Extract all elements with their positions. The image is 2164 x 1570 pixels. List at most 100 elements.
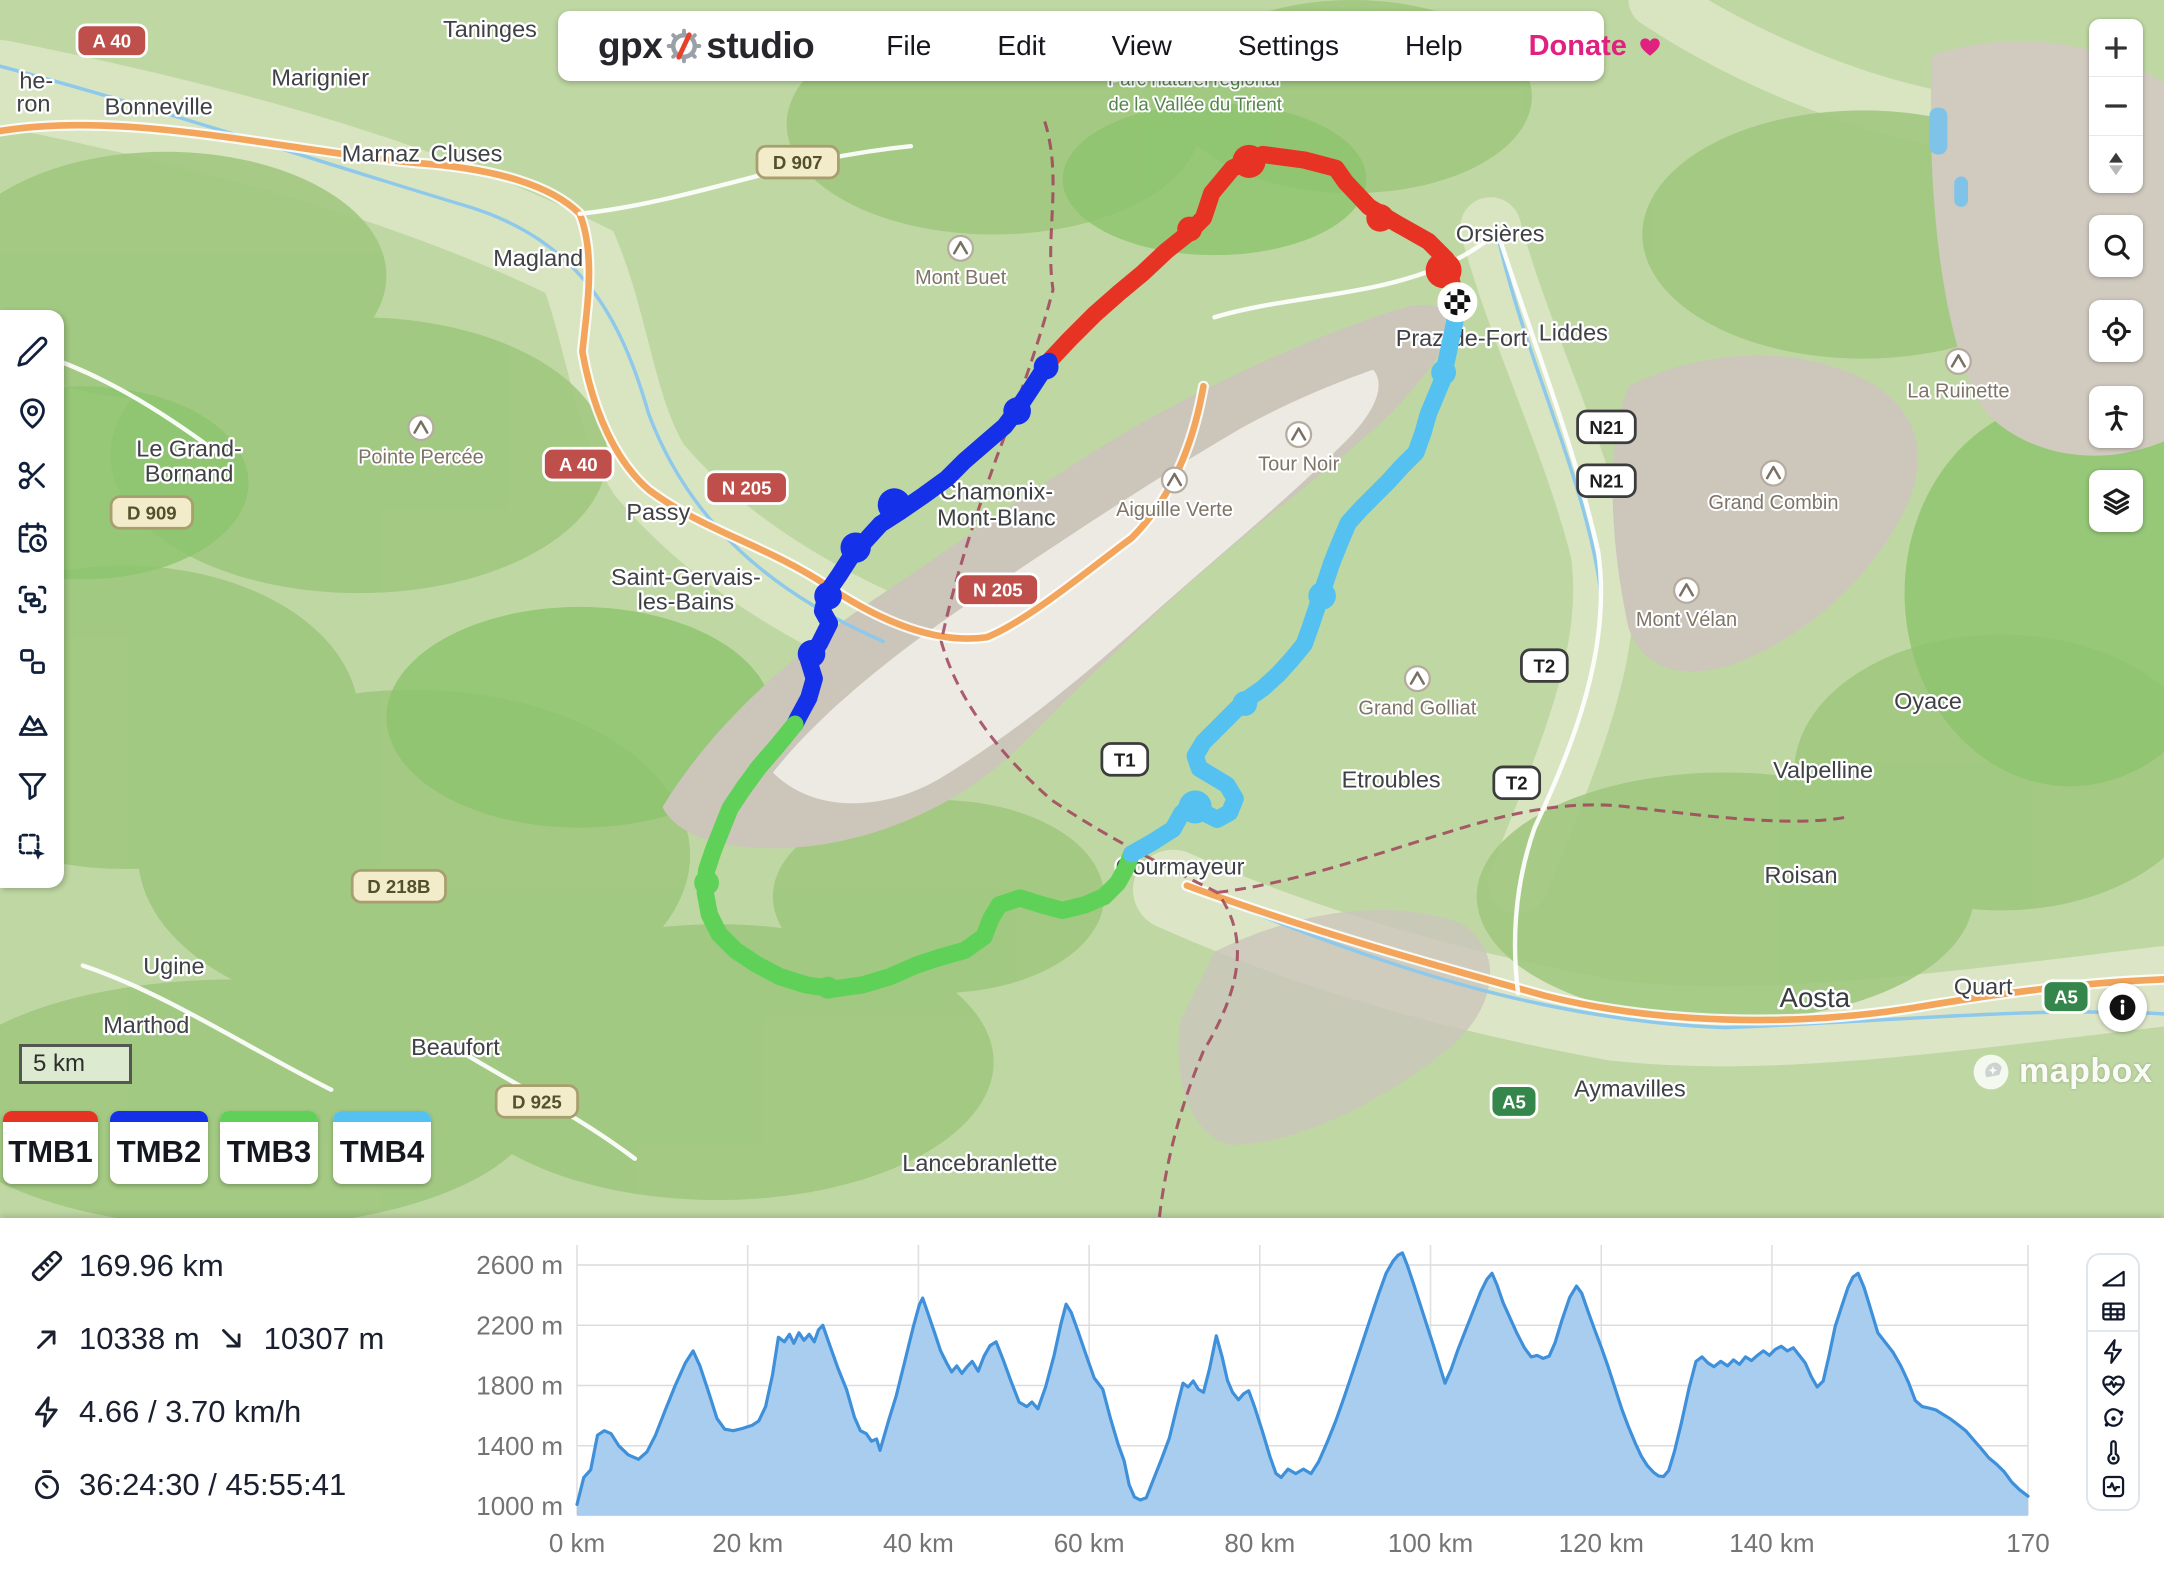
svg-text:2600 m: 2600 m (476, 1250, 563, 1280)
edit-toolbar (0, 310, 64, 888)
layers-button[interactable] (2089, 470, 2143, 532)
road-shield: N21 (1576, 409, 1637, 445)
tool-draw-button[interactable] (12, 331, 52, 371)
tool-waypoint-button[interactable] (12, 393, 52, 433)
track-statistics: 169.96 km 10338 m 10307 m 4.66 / 3.70 km/h 3… (30, 1248, 384, 1503)
mountain-icon (16, 707, 49, 740)
gpx-tracks[interactable] (694, 144, 1467, 999)
stat-value: 10307 m (263, 1321, 385, 1356)
zoom-out-button[interactable] (2089, 77, 2143, 136)
tool-time-button[interactable] (12, 517, 52, 557)
tab-color-strip (110, 1111, 208, 1122)
donate-button[interactable]: Donate (1529, 30, 1663, 63)
menu-file[interactable]: File (886, 30, 932, 61)
svg-text:40 km: 40 km (883, 1528, 954, 1558)
tab-label: TMB1 (8, 1134, 93, 1169)
chart-power-toggle[interactable] (2098, 1471, 2128, 1501)
svg-text:A5: A5 (1502, 1091, 1526, 1112)
tab-tmb3[interactable]: TMB3 (220, 1111, 318, 1184)
tool-merge-button[interactable] (12, 641, 52, 681)
road-shield: D 909 (109, 495, 194, 530)
road-shield: D 925 (494, 1084, 579, 1119)
tab-tmb1[interactable]: TMB1 (3, 1111, 98, 1184)
tool-elevation-button[interactable] (12, 703, 52, 743)
road-shield: T2 (1492, 765, 1542, 801)
stat-row-0: 169.96 km (30, 1248, 384, 1284)
pitch-toggle-button[interactable] (2089, 136, 2143, 193)
track-tmb1[interactable] (1040, 144, 1467, 371)
attribution-info-button[interactable] (2098, 983, 2147, 1032)
menu-edit[interactable]: Edit (997, 30, 1046, 61)
zoom-controls (2089, 19, 2143, 193)
locate-button[interactable] (2089, 300, 2143, 362)
track-tmb4[interactable] (1123, 294, 1467, 863)
tool-reduce-button[interactable] (12, 579, 52, 619)
map-label: Liddes (1539, 320, 1608, 346)
track-tmb2[interactable] (786, 352, 1059, 733)
svg-text:A 40: A 40 (559, 454, 598, 475)
map-label: Passy (626, 499, 690, 525)
menu-settings[interactable]: Settings (1237, 30, 1339, 61)
track-tmb3[interactable] (694, 715, 1141, 999)
svg-text:D 925: D 925 (512, 1091, 562, 1112)
zoom-in-button[interactable] (2089, 19, 2143, 78)
chart-speed-toggle[interactable] (2098, 1336, 2128, 1366)
map-label: Orsières (1456, 220, 1545, 246)
tab-tmb2[interactable]: TMB2 (110, 1111, 208, 1184)
map-label: Grand Combin (1708, 492, 1838, 514)
scan-icon (16, 583, 49, 616)
map-label: Tour Noir (1258, 453, 1339, 475)
map-pin-icon (16, 397, 49, 430)
chart-surface-toggle[interactable] (2098, 1297, 2128, 1327)
pencil-icon (16, 335, 49, 368)
svg-text:N 205: N 205 (973, 580, 1023, 601)
svg-text:120 km: 120 km (1559, 1528, 1644, 1558)
mapbox-wordmark: mapbox (2019, 1052, 2153, 1090)
tab-tmb4[interactable]: TMB4 (333, 1111, 431, 1184)
finish-marker[interactable] (1437, 282, 1478, 323)
road-shield: T1 (1100, 742, 1150, 777)
map-canvas[interactable]: Taninges Marignier Bonneville he-ron Marnaz C… (0, 0, 2164, 1218)
chart-heart-rate-toggle[interactable] (2098, 1370, 2128, 1400)
info-icon (2107, 992, 2138, 1023)
cadence-icon (2100, 1405, 2127, 1432)
svg-text:D 909: D 909 (127, 502, 177, 523)
map-label: Pointe Percée (358, 446, 484, 468)
road-shield: A5 (1489, 1084, 1539, 1119)
donate-label: Donate (1528, 29, 1627, 62)
street-view-button[interactable] (2089, 386, 2143, 448)
mapbox-attribution[interactable]: mapbox (1972, 1052, 2152, 1091)
road-shield: N21 (1576, 463, 1637, 498)
map-label: Aymavilles (1574, 1076, 1686, 1102)
map-label: Mont Vélan (1636, 609, 1737, 631)
map-label: Bonneville (105, 93, 213, 119)
tool-select-button[interactable] (12, 827, 52, 867)
search-button[interactable] (2089, 215, 2143, 277)
app-logo[interactable]: gpx studio (598, 25, 815, 67)
menu-view[interactable]: View (1111, 30, 1172, 61)
chart-temperature-toggle[interactable] (2098, 1437, 2128, 1467)
map-label: Etroubles (1342, 767, 1441, 793)
tool-crop-button[interactable] (12, 455, 52, 495)
svg-text:1000 m: 1000 m (476, 1491, 563, 1521)
tool-filter-button[interactable] (12, 765, 52, 805)
map-label: Valpelline (1773, 757, 1873, 783)
map-label: de la Vallée du Trient (1108, 93, 1282, 114)
tab-label: TMB2 (116, 1134, 202, 1169)
peak-icon (1759, 459, 1787, 487)
svg-text:170: 170 (2006, 1528, 2049, 1558)
elevation-chart[interactable]: 2600 m 2200 m 1800 m 1400 m 1000 m 0 km 20 km 4… (0, 1218, 2164, 1570)
heart-icon (1637, 33, 1663, 59)
stat-value: 36:24:30 / 45:55:41 (79, 1467, 347, 1502)
chart-slope-toggle[interactable] (2098, 1263, 2128, 1293)
menu-help[interactable]: Help (1405, 30, 1463, 61)
heart-pulse-icon (2100, 1371, 2127, 1398)
plus-icon (2100, 32, 2132, 64)
chart-cadence-toggle[interactable] (2098, 1404, 2128, 1434)
map-label: Cluses (431, 140, 503, 166)
road-shield: A 40 (75, 23, 148, 58)
svg-text:80 km: 80 km (1224, 1528, 1295, 1558)
tab-color-strip (333, 1111, 431, 1122)
road-shield: D 218B (350, 869, 447, 904)
lasso-icon (16, 831, 49, 864)
